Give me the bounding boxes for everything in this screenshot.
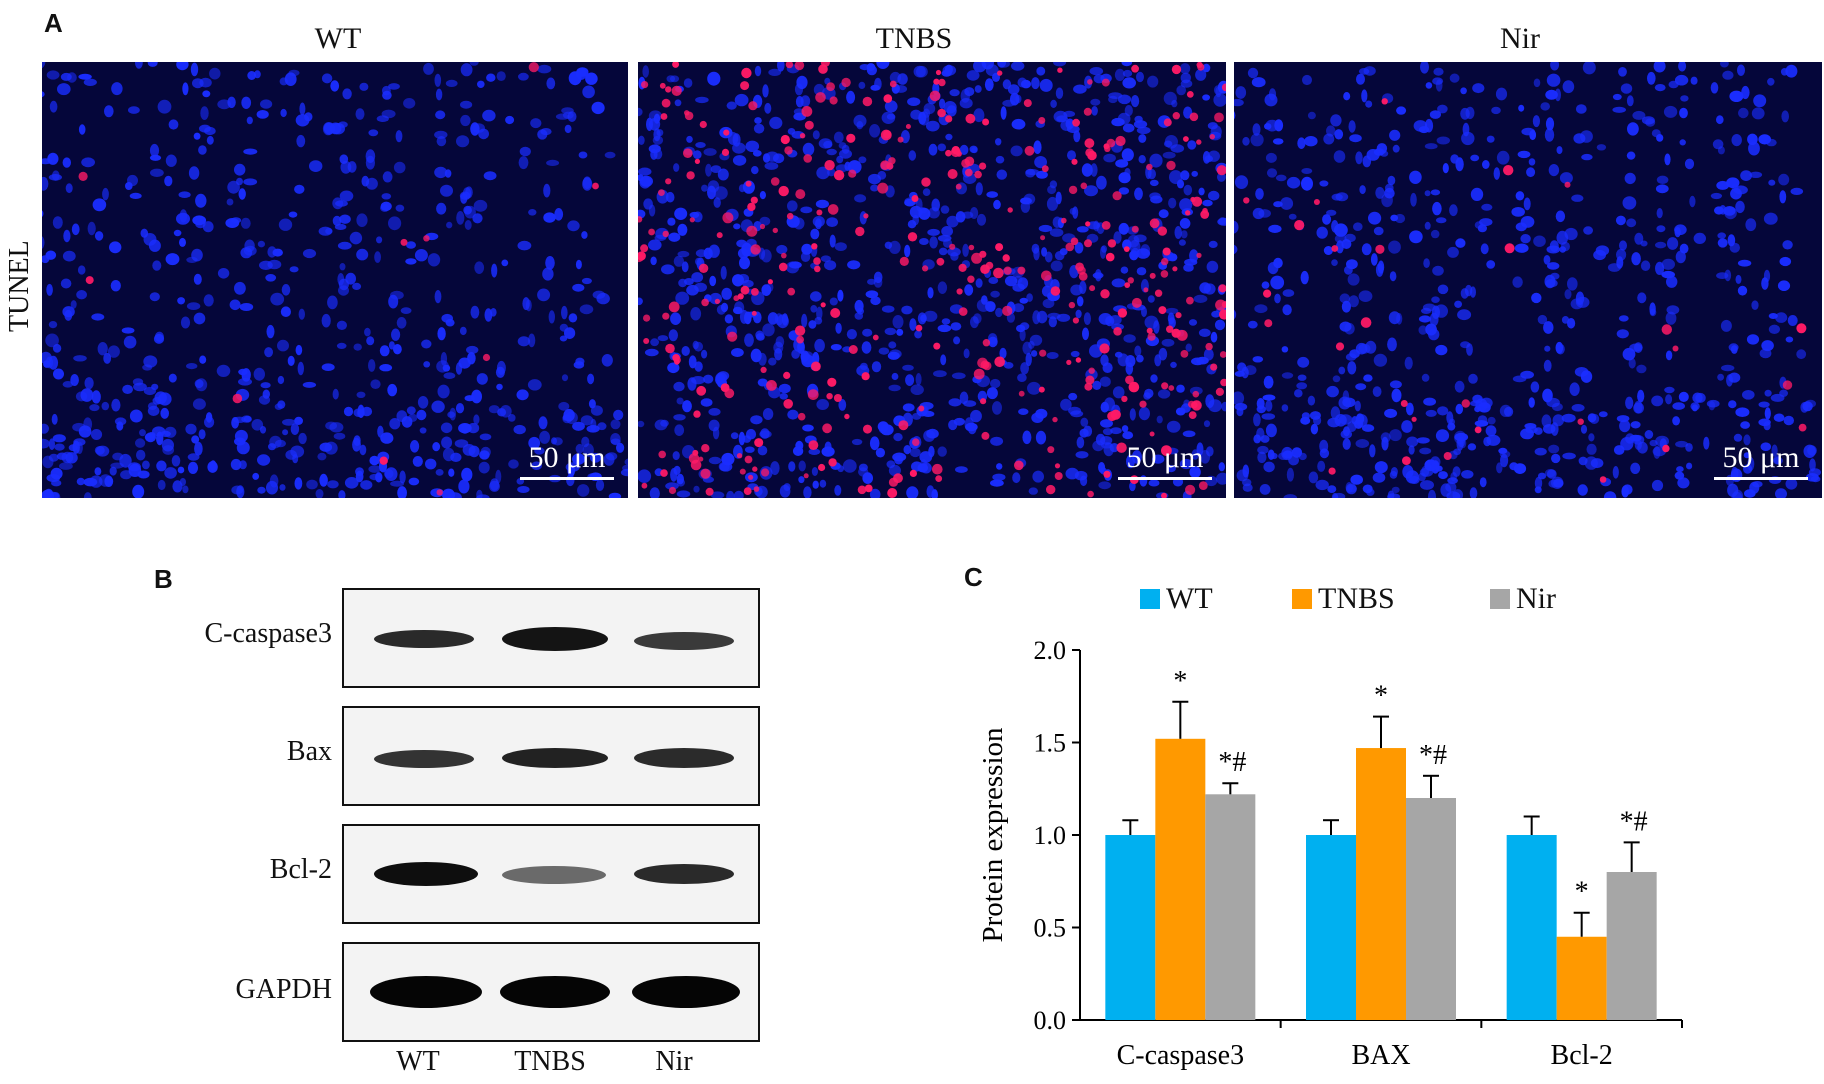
bar-tnbs-2: [1556, 936, 1607, 1020]
scale-line-wt: [520, 477, 614, 480]
y-tick-label: 1.0: [1034, 821, 1067, 850]
legend-tnbs: TNBS: [1292, 582, 1395, 616]
bar-wt-1: [1306, 835, 1356, 1020]
band-c-caspase3-tnbs: [502, 627, 608, 651]
bar-wt-2: [1506, 835, 1557, 1020]
band-gapdh-wt: [370, 976, 482, 1008]
band-bcl2-wt: [374, 862, 478, 886]
blot-label-gapdh: GAPDH: [235, 974, 332, 1005]
tunel-positive-layer: [1243, 98, 1807, 483]
panel-b-letter: B: [154, 564, 173, 594]
legend-swatch-nir: [1490, 589, 1510, 609]
y-axis-label: Protein expression: [977, 727, 1009, 943]
bar-tnbs-1: [1356, 748, 1406, 1020]
blot-bax: [342, 706, 760, 806]
x-category-label: Bcl-2: [1551, 1040, 1613, 1071]
band-bax-wt: [374, 750, 474, 768]
legend-swatch-tnbs: [1292, 589, 1312, 609]
y-tick-label: 2.0: [1034, 636, 1067, 665]
nuclei-layer: [42, 62, 628, 498]
scale-label-wt: 50 μm: [528, 441, 606, 474]
blot-gapdh: [342, 942, 760, 1042]
nuclei-layer: [1234, 62, 1821, 498]
scale-bar-wt: 50 μm: [520, 441, 614, 480]
panel-c-letter: C: [964, 562, 983, 592]
nuclei-layer: [638, 62, 1226, 498]
x-category-label: C-caspase3: [1117, 1040, 1245, 1071]
y-tick-label: 0.0: [1034, 1006, 1067, 1035]
blot-label-bcl2: Bcl-2: [269, 854, 332, 885]
blot-c-caspase3: [342, 588, 760, 688]
scale-bar-nir: 50 μm: [1714, 441, 1808, 480]
scale-bar-tnbs: 50 μm: [1118, 441, 1212, 480]
lane-label-wt: WT: [396, 1046, 440, 1077]
significance-marker: *#: [1620, 806, 1648, 837]
scale-label-nir: 50 μm: [1722, 441, 1800, 474]
lane-label-tnbs: TNBS: [514, 1046, 586, 1077]
bar-wt-0: [1105, 835, 1156, 1020]
tunel-positive-layer: [78, 62, 599, 496]
band-bcl2-nir: [634, 864, 734, 884]
tunel-row-label: TUNEL: [4, 240, 35, 332]
legend-swatch-wt: [1140, 589, 1160, 609]
bar-nir-0: [1205, 794, 1256, 1020]
blot-label-bax: Bax: [286, 736, 332, 767]
y-tick-label: 0.5: [1034, 914, 1067, 943]
significance-marker: *: [1374, 681, 1388, 712]
band-c-caspase3-wt: [374, 630, 474, 648]
legend-label-tnbs: TNBS: [1318, 582, 1395, 615]
panel-a-letter: A: [44, 8, 63, 38]
band-gapdh-tnbs: [500, 976, 610, 1008]
blot-label-c-caspase3: C-caspase3: [204, 618, 332, 649]
micrograph-wt: 50 μm: [42, 62, 628, 498]
band-c-caspase3-nir: [634, 632, 734, 650]
significance-marker: *: [1575, 877, 1589, 908]
legend-label-wt: WT: [1166, 582, 1213, 615]
micro-title-nir: Nir: [1500, 22, 1540, 55]
band-bcl2-tnbs: [502, 866, 606, 884]
micro-title-wt: WT: [314, 22, 362, 55]
micrograph-nir: 50 μm: [1234, 62, 1822, 498]
scale-label-tnbs: 50 μm: [1126, 441, 1204, 474]
legend-label-nir: Nir: [1516, 582, 1556, 615]
significance-marker: *: [1173, 666, 1187, 697]
lane-label-nir: Nir: [655, 1046, 693, 1077]
scale-line-nir: [1714, 477, 1808, 480]
band-bax-tnbs: [502, 748, 608, 768]
legend-nir: Nir: [1490, 582, 1556, 616]
micrograph-tnbs: 50 μm: [638, 62, 1226, 498]
y-tick-label: 1.5: [1034, 729, 1067, 758]
band-gapdh-nir: [632, 976, 740, 1008]
bar-nir-1: [1406, 798, 1456, 1020]
bar-nir-2: [1606, 872, 1657, 1020]
tunel-positive-layer: [638, 62, 1226, 498]
blot-bcl2: [342, 824, 760, 924]
micro-title-tnbs: TNBS: [875, 22, 953, 55]
protein-expression-chart: 0.0 0.5 1.0 1.5 2.0 Protein expression C-caspa…: [977, 636, 1683, 1071]
significance-marker: *#: [1218, 747, 1246, 778]
bar-tnbs-0: [1155, 738, 1206, 1020]
significance-marker: *#: [1419, 740, 1447, 771]
legend-wt: WT: [1140, 582, 1213, 616]
scale-line-tnbs: [1118, 477, 1212, 480]
x-category-label: BAX: [1351, 1040, 1410, 1071]
band-bax-nir: [634, 748, 734, 768]
